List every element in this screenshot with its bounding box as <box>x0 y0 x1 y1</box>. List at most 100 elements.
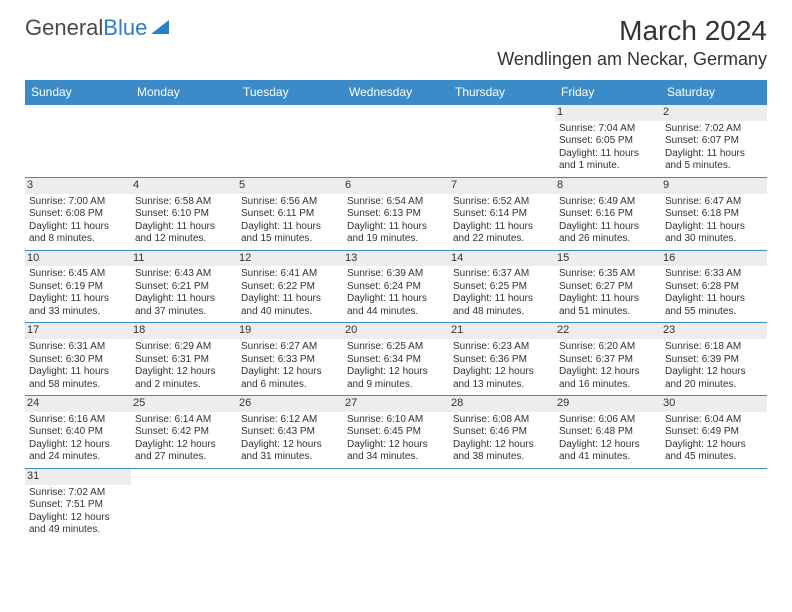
sunrise-text: Sunrise: 6:27 AM <box>241 341 339 354</box>
sunrise-text: Sunrise: 6:33 AM <box>665 268 763 281</box>
calendar-cell: 9Sunrise: 6:47 AMSunset: 6:18 PMDaylight… <box>661 177 767 250</box>
dayname-tue: Tuesday <box>237 80 343 105</box>
logo-text-1: General <box>25 15 103 41</box>
calendar-week-row: 24Sunrise: 6:16 AMSunset: 6:40 PMDayligh… <box>25 396 767 469</box>
sunrise-text: Sunrise: 6:37 AM <box>453 268 551 281</box>
day-number: 7 <box>449 178 555 194</box>
calendar-cell: 17Sunrise: 6:31 AMSunset: 6:30 PMDayligh… <box>25 323 131 396</box>
day-number: 8 <box>555 178 661 194</box>
day-number: 22 <box>555 323 661 339</box>
sunrise-text: Sunrise: 6:31 AM <box>29 341 127 354</box>
day-number: 1 <box>555 105 661 121</box>
sunset-text: Sunset: 6:42 PM <box>135 426 233 439</box>
calendar-cell: 3Sunrise: 7:00 AMSunset: 6:08 PMDaylight… <box>25 177 131 250</box>
calendar-cell: 25 Sunrise: 6:14 AMSunset: 6:42 PMDayligh… <box>131 396 237 469</box>
sunrise-text: Sunrise: 6:29 AM <box>135 341 233 354</box>
calendar-cell: 26Sunrise: 6:12 AMSunset: 6:43 PMDayligh… <box>237 396 343 469</box>
sunset-text: Sunset: 6:34 PM <box>347 354 445 367</box>
title-block: March 2024 Wendlingen am Neckar, Germany <box>497 15 767 70</box>
sunset-text: Sunset: 6:11 PM <box>241 208 339 221</box>
daylight-text: and 5 minutes. <box>665 160 763 173</box>
location-label: Wendlingen am Neckar, Germany <box>497 49 767 70</box>
day-number: 16 <box>661 251 767 267</box>
day-number: 6 <box>343 178 449 194</box>
sunset-text: Sunset: 6:22 PM <box>241 281 339 294</box>
day-number: 2 <box>661 105 767 121</box>
sunrise-text: Sunrise: 7:02 AM <box>29 487 127 500</box>
daylight-text: and 44 minutes. <box>347 306 445 319</box>
dayname-sat: Saturday <box>661 80 767 105</box>
calendar-cell: 31Sunrise: 7:02 AMSunset: 7:51 PMDayligh… <box>25 468 131 540</box>
dayname-wed: Wednesday <box>343 80 449 105</box>
calendar-cell: 20Sunrise: 6:25 AMSunset: 6:34 PMDayligh… <box>343 323 449 396</box>
sunset-text: Sunset: 6:30 PM <box>29 354 127 367</box>
sunset-text: Sunset: 6:36 PM <box>453 354 551 367</box>
calendar-cell: 6Sunrise: 6:54 AMSunset: 6:13 PMDaylight… <box>343 177 449 250</box>
calendar-cell: 11Sunrise: 6:43 AMSunset: 6:21 PMDayligh… <box>131 250 237 323</box>
sunrise-text: Sunrise: 6:12 AM <box>241 414 339 427</box>
calendar-cell <box>237 468 343 540</box>
daylight-text: Daylight: 11 hours <box>559 148 657 161</box>
sunrise-text: Sunrise: 6:54 AM <box>347 196 445 209</box>
day-number: 30 <box>661 396 767 412</box>
dayname-thu: Thursday <box>449 80 555 105</box>
daylight-text: Daylight: 11 hours <box>347 221 445 234</box>
daylight-text: Daylight: 12 hours <box>559 439 657 452</box>
calendar-cell: 16Sunrise: 6:33 AMSunset: 6:28 PMDayligh… <box>661 250 767 323</box>
daylight-text: and 31 minutes. <box>241 451 339 464</box>
month-title: March 2024 <box>497 15 767 47</box>
daylight-text: and 16 minutes. <box>559 379 657 392</box>
daylight-text: Daylight: 11 hours <box>241 293 339 306</box>
daylight-text: and 19 minutes. <box>347 233 445 246</box>
dayname-sun: Sunday <box>25 80 131 105</box>
calendar-cell: 18Sunrise: 6:29 AMSunset: 6:31 PMDayligh… <box>131 323 237 396</box>
sunrise-text: Sunrise: 6:18 AM <box>665 341 763 354</box>
logo-text-2: Blue <box>103 15 147 41</box>
calendar-cell <box>237 105 343 178</box>
daylight-text: Daylight: 11 hours <box>135 221 233 234</box>
sunset-text: Sunset: 6:25 PM <box>453 281 551 294</box>
sunset-text: Sunset: 6:05 PM <box>559 135 657 148</box>
sunrise-text: Sunrise: 7:04 AM <box>559 123 657 136</box>
daylight-text: Daylight: 11 hours <box>347 293 445 306</box>
calendar-cell: 5Sunrise: 6:56 AMSunset: 6:11 PMDaylight… <box>237 177 343 250</box>
daylight-text: and 33 minutes. <box>29 306 127 319</box>
sunset-text: Sunset: 6:14 PM <box>453 208 551 221</box>
calendar-body: 1Sunrise: 7:04 AMSunset: 6:05 PMDaylight… <box>25 105 767 541</box>
daylight-text: Daylight: 11 hours <box>453 221 551 234</box>
day-number: 17 <box>25 323 131 339</box>
day-number: 15 <box>555 251 661 267</box>
daylight-text: and 48 minutes. <box>453 306 551 319</box>
day-number: 20 <box>343 323 449 339</box>
sunrise-text: Sunrise: 6:41 AM <box>241 268 339 281</box>
calendar-table: Sunday Monday Tuesday Wednesday Thursday… <box>25 80 767 541</box>
sunrise-text: Sunrise: 6:14 AM <box>135 414 233 427</box>
sunrise-text: Sunrise: 6:35 AM <box>559 268 657 281</box>
sunset-text: Sunset: 6:07 PM <box>665 135 763 148</box>
sunrise-text: Sunrise: 6:06 AM <box>559 414 657 427</box>
daylight-text: Daylight: 11 hours <box>453 293 551 306</box>
calendar-cell <box>449 468 555 540</box>
calendar-cell: 14Sunrise: 6:37 AMSunset: 6:25 PMDayligh… <box>449 250 555 323</box>
day-number: 18 <box>131 323 237 339</box>
calendar-cell: 29Sunrise: 6:06 AMSunset: 6:48 PMDayligh… <box>555 396 661 469</box>
daylight-text: Daylight: 11 hours <box>665 148 763 161</box>
day-number: 25 <box>131 396 237 412</box>
day-number: 14 <box>449 251 555 267</box>
day-number: 13 <box>343 251 449 267</box>
daylight-text: and 12 minutes. <box>135 233 233 246</box>
sunset-text: Sunset: 6:46 PM <box>453 426 551 439</box>
daylight-text: and 38 minutes. <box>453 451 551 464</box>
daylight-text: Daylight: 12 hours <box>135 366 233 379</box>
daylight-text: Daylight: 12 hours <box>665 439 763 452</box>
daylight-text: and 27 minutes. <box>135 451 233 464</box>
calendar-cell <box>131 105 237 178</box>
daylight-text: and 13 minutes. <box>453 379 551 392</box>
daylight-text: Daylight: 12 hours <box>135 439 233 452</box>
calendar-cell <box>343 468 449 540</box>
calendar-cell: 12Sunrise: 6:41 AMSunset: 6:22 PMDayligh… <box>237 250 343 323</box>
daylight-text: and 34 minutes. <box>347 451 445 464</box>
sunset-text: Sunset: 6:45 PM <box>347 426 445 439</box>
sunset-text: Sunset: 6:18 PM <box>665 208 763 221</box>
calendar-week-row: 3Sunrise: 7:00 AMSunset: 6:08 PMDaylight… <box>25 177 767 250</box>
